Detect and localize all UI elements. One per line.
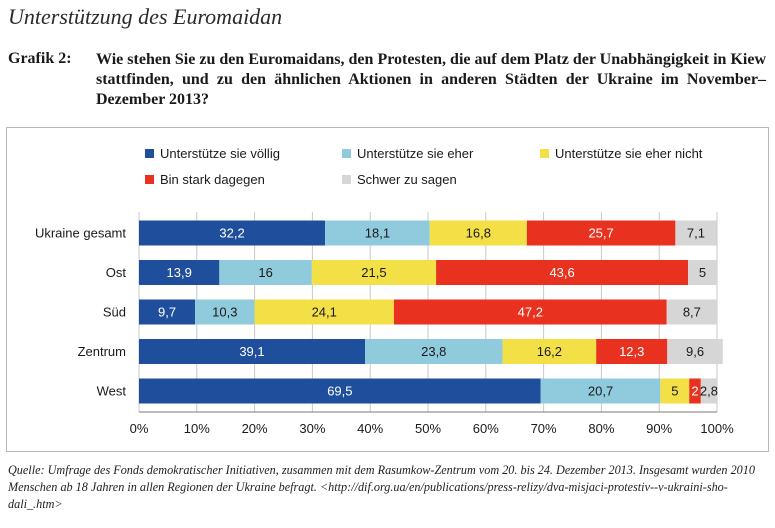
x-tick-label: 30% (299, 421, 325, 436)
category-label: Süd (103, 305, 126, 320)
legend-label: Unterstütze sie eher nicht (555, 146, 703, 161)
data-label: 12,3 (619, 344, 644, 359)
bar-segment (393, 299, 667, 325)
x-tick-label: 20% (242, 421, 268, 436)
bar-segment (139, 378, 541, 404)
category-label: Zentrum (78, 344, 126, 359)
legend-item: Unterstütze sie völlig (145, 146, 280, 161)
data-label: 9,6 (686, 344, 704, 359)
legend-item: Schwer zu sagen (342, 172, 457, 187)
bar-segment (139, 339, 365, 364)
bar-segment (139, 260, 220, 285)
bar-segment (540, 378, 661, 404)
bar-segment (364, 339, 503, 364)
legend-label: Bin stark dagegen (160, 172, 265, 187)
data-label: 21,5 (361, 265, 386, 280)
x-tick-label: 60% (473, 421, 499, 436)
data-label: 69,5 (327, 384, 352, 399)
bar-segment (254, 299, 394, 325)
data-label: 16,2 (537, 344, 562, 359)
data-label: 24,1 (312, 305, 337, 320)
bar-segment (675, 220, 717, 246)
source-note: Quelle: Umfrage des Fonds demokratischer… (8, 463, 755, 511)
legend-item: Unterstütze sie eher (342, 146, 473, 161)
bar-segment (667, 339, 723, 364)
data-label: 2 (691, 384, 698, 399)
bar-segment (689, 378, 701, 404)
legend-item: Unterstütze sie eher nicht (540, 146, 702, 161)
bar-segment (526, 220, 676, 246)
legend-swatch (145, 175, 154, 184)
data-label: 5 (671, 384, 678, 399)
bar-segment (311, 260, 437, 285)
chart-frame (6, 127, 769, 452)
data-label: 47,2 (518, 305, 543, 320)
data-label: 8,7 (683, 305, 701, 320)
x-tick-label: 70% (531, 421, 557, 436)
bar-segment (660, 378, 690, 404)
page-title: Unterstützung des Euromaidan (8, 4, 283, 29)
x-tick-label: 80% (588, 421, 614, 436)
bar-segment (139, 299, 196, 325)
data-label: 18,1 (365, 226, 390, 241)
x-tick-label: 40% (357, 421, 383, 436)
data-label: 16 (258, 265, 272, 280)
data-label: 39,1 (239, 344, 264, 359)
bar-segment (429, 220, 527, 246)
legend-item: Bin stark dagegen (145, 172, 265, 187)
data-label: 23,8 (421, 344, 446, 359)
data-label: 7,1 (687, 226, 705, 241)
legend-label: Schwer zu sagen (357, 172, 457, 187)
bar-segment (700, 378, 717, 404)
category-label: Ost (106, 265, 127, 280)
figure-question: Wie stehen Sie zu den Euromaidans, den P… (96, 51, 766, 108)
bar-segment (195, 299, 255, 325)
bar-segment (436, 260, 689, 285)
data-label: 16,8 (466, 226, 491, 241)
data-label: 20,7 (588, 384, 613, 399)
data-label: 32,2 (219, 226, 244, 241)
bar-segment (219, 260, 312, 285)
legend-swatch (540, 149, 549, 158)
data-label: 13,9 (167, 265, 192, 280)
data-label: 2,8 (700, 384, 718, 399)
x-tick-label: 10% (184, 421, 210, 436)
x-tick-label: 0% (130, 421, 149, 436)
x-tick-label: 100% (700, 421, 734, 436)
bar-segment (596, 339, 668, 364)
bar-segment (325, 220, 430, 246)
legend-swatch (145, 149, 154, 158)
x-tick-label: 50% (415, 421, 441, 436)
legend-label: Unterstütze sie völlig (160, 146, 280, 161)
legend-swatch (342, 149, 351, 158)
data-label: 5 (699, 265, 706, 280)
data-label: 10,3 (212, 305, 237, 320)
bar-segment (502, 339, 597, 364)
category-label: Ukraine gesamt (35, 226, 126, 241)
bar-segment (666, 299, 717, 325)
figure-label: Grafik 2: (8, 50, 72, 67)
bar-segment (688, 260, 717, 285)
legend-label: Unterstütze sie eher (357, 146, 474, 161)
data-label: 43,6 (549, 265, 574, 280)
data-label: 25,7 (588, 226, 613, 241)
legend-swatch (342, 175, 351, 184)
data-label: 9,7 (158, 305, 176, 320)
bar-segment (139, 220, 326, 246)
x-tick-label: 90% (646, 421, 672, 436)
category-label: West (97, 384, 127, 399)
